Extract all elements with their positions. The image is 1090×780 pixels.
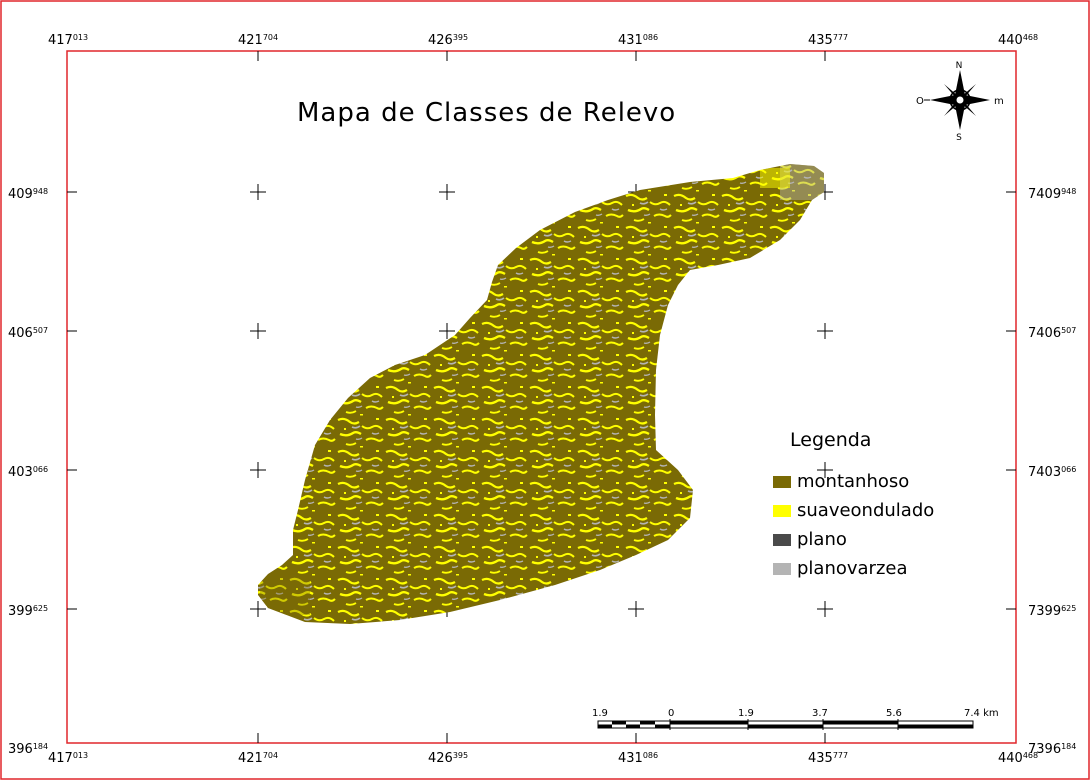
x-tick-label: 421704 [238,751,278,766]
x-tick-label: 440468 [998,33,1038,48]
x-tick-label: 440468 [998,751,1038,766]
scale-label: 1.9 [592,708,608,719]
x-tick-label: 435777 [808,751,848,766]
x-tick-labels-top: 417013 421704 426395 431086 435777 440468 [48,33,1038,48]
scale-segment [640,721,655,725]
compass-e-label: m [994,96,1004,107]
scale-label: 0 [668,708,674,719]
grid-cross [250,601,266,617]
scale-segment [612,721,626,725]
y-tick-label: 7399625 [1028,604,1076,619]
legend-item: planovarzea [773,558,908,579]
scale-label: 1.9 [738,708,754,719]
legend-swatch [773,534,791,546]
y-tick-label: 409948 [8,187,48,202]
scale-segment [626,724,640,728]
scale-label: 5.6 [886,708,902,719]
scale-segment [823,721,898,725]
scale-segment [598,724,612,728]
y-tick-label: 403066 [8,465,48,480]
legend-item: plano [773,529,847,550]
legend-label: montanhoso [797,471,909,492]
grid-cross [628,601,644,617]
x-tick-label: 435777 [808,33,848,48]
grid-cross [250,184,266,200]
legend-swatch [773,563,791,575]
grid-cross [439,323,455,339]
x-tick-label: 426395 [428,33,468,48]
compass-n-label: N [956,61,963,71]
map-frame [66,50,1017,744]
y-tick-label: 396184 [8,742,48,757]
grid-cross [439,184,455,200]
legend-label: suaveondulado [797,500,934,521]
scale-segment [748,724,823,728]
y-tick-label: 7396184 [1028,742,1076,757]
relief-region [258,164,824,624]
y-tick-label: 7406507 [1028,326,1076,341]
x-tick-label: 421704 [238,33,278,48]
map-title: Mapa de Classes de Relevo [297,98,676,128]
scale-segment [655,724,670,728]
compass-rose-icon: N S m O [916,61,1004,143]
legend-swatch [773,476,791,488]
y-tick-label: 406507 [8,326,48,341]
y-tick-label: 7403066 [1028,465,1076,480]
grid-cross [817,323,833,339]
legend-label: planovarzea [797,558,908,579]
x-tick-label: 417013 [48,33,88,48]
y-tick-label: 7409948 [1028,187,1076,202]
y-tick-labels-right: 7409948 7406507 7403066 7399625 7396184 [1028,187,1076,757]
x-tick-label: 431086 [618,33,658,48]
grid-cross [817,601,833,617]
legend-item: suaveondulado [773,500,934,521]
scale-label: 3.7 [812,708,828,719]
legend-item: montanhoso [773,471,909,492]
frame-ticks [67,51,1016,743]
grid-cross [817,462,833,478]
y-tick-labels-left: 409948 406507 403066 399625 396184 [8,187,48,757]
x-tick-label: 417013 [48,751,88,766]
x-tick-label: 431086 [618,751,658,766]
x-tick-labels-bottom: 417013 421704 426395 431086 435777 440468 [48,751,1038,766]
grid-cross [250,323,266,339]
y-tick-label: 399625 [8,604,48,619]
legend-swatch [773,505,791,517]
compass-s-label: S [956,133,962,143]
legend-title: Legenda [790,429,871,451]
scale-segment [670,721,748,725]
legend-label: plano [797,529,847,550]
grid-cross [250,462,266,478]
scale-segment [898,724,973,728]
legend: Legenda montanhoso suaveondulado plano plan… [773,429,934,579]
x-tick-label: 426395 [428,751,468,766]
scale-label: 7.4 km [964,708,999,719]
scale-bar: 1.9 0 1.9 3.7 5.6 7.4 km [592,708,999,730]
compass-w-label: O [916,96,924,107]
